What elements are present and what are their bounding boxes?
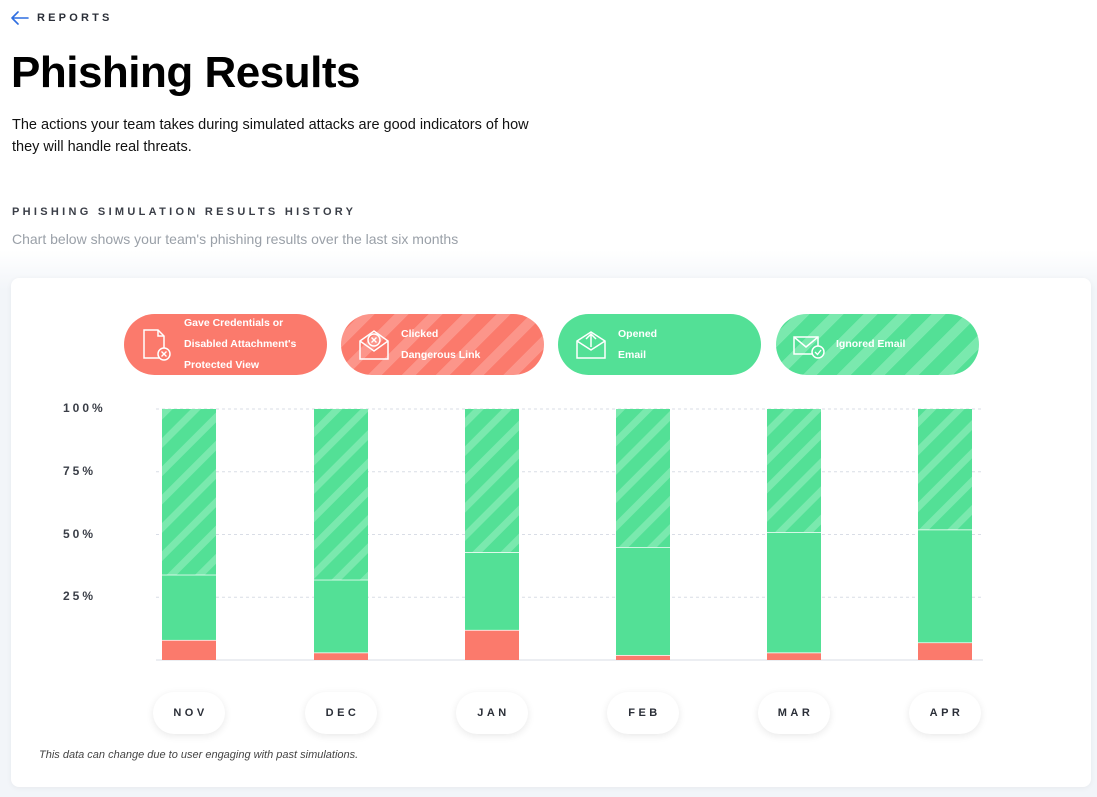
month-label-apr[interactable]: APR (909, 692, 981, 734)
bar-segment-feb-3[interactable] (616, 409, 670, 548)
legend-label: Opened Email (618, 327, 658, 361)
section-subheading: Chart below shows your team's phishing r… (12, 231, 459, 247)
month-label-nov[interactable]: NOV (153, 692, 225, 734)
legend-item[interactable]: Gave Credentials or Disabled Attachment'… (124, 314, 327, 375)
chart-footnote: This data can change due to user engagin… (39, 749, 359, 761)
bar-segment-jan-2[interactable] (465, 552, 519, 630)
y-tick-label: 75% (63, 463, 97, 478)
bar-segment-nov-0[interactable] (162, 639, 216, 660)
envelope-open-icon (576, 331, 606, 359)
bar-segment-apr-3[interactable] (918, 409, 972, 530)
bar-segment-jan-3[interactable] (465, 409, 519, 553)
page-title: Phishing Results (11, 48, 360, 97)
legend-item[interactable]: Ignored Email (776, 314, 979, 375)
section-heading: PHISHING SIMULATION RESULTS HISTORY (12, 206, 357, 218)
bar-segment-dec-3[interactable] (314, 409, 368, 580)
chart-card: Gave Credentials or Disabled Attachment'… (11, 278, 1091, 787)
bar-segment-mar-0[interactable] (767, 652, 821, 660)
page-description: The actions your team takes during simul… (12, 117, 529, 155)
bar-segment-mar-2[interactable] (767, 531, 821, 653)
month-label-jan[interactable]: JAN (456, 692, 528, 734)
bar-segment-jan-0[interactable] (465, 629, 519, 660)
bar-segment-apr-2[interactable] (918, 529, 972, 643)
envelope-x-icon (359, 330, 389, 360)
bar-segment-nov-2[interactable] (162, 574, 216, 640)
y-tick-label: 25% (63, 589, 97, 604)
legend-label: Gave Credentials or Disabled Attachment'… (184, 317, 297, 371)
month-label-dec[interactable]: DEC (305, 692, 377, 734)
bar-segment-nov-3[interactable] (162, 409, 216, 575)
bar-segment-feb-0[interactable] (616, 654, 670, 660)
phishing-results-chart (156, 408, 983, 661)
document-x-icon (143, 329, 171, 361)
chart-area: 100% 75% 50% 25% NOV DEC JAN FEB MAR APR (11, 278, 1091, 787)
legend-label: Ignored Email (836, 338, 906, 350)
legend-item[interactable]: Opened Email (558, 314, 761, 375)
bar-segment-dec-0[interactable] (314, 652, 368, 660)
bar-segment-apr-0[interactable] (918, 642, 972, 660)
month-label-mar[interactable]: MAR (758, 692, 830, 734)
legend-item[interactable]: Clicked Dangerous Link (341, 314, 544, 375)
back-link-label: REPORTS (37, 12, 113, 24)
bar-segment-dec-2[interactable] (314, 579, 368, 653)
envelope-check-icon (793, 336, 825, 359)
arrow-left-icon (11, 11, 29, 25)
y-tick-label: 100% (63, 401, 106, 415)
bar-segment-mar-3[interactable] (767, 409, 821, 532)
month-label-feb[interactable]: FEB (607, 692, 679, 734)
y-tick-label: 50% (63, 526, 97, 541)
bar-segment-feb-2[interactable] (616, 547, 670, 655)
back-to-reports-link[interactable]: REPORTS (11, 11, 113, 25)
legend-label: Clicked Dangerous Link (401, 327, 481, 361)
